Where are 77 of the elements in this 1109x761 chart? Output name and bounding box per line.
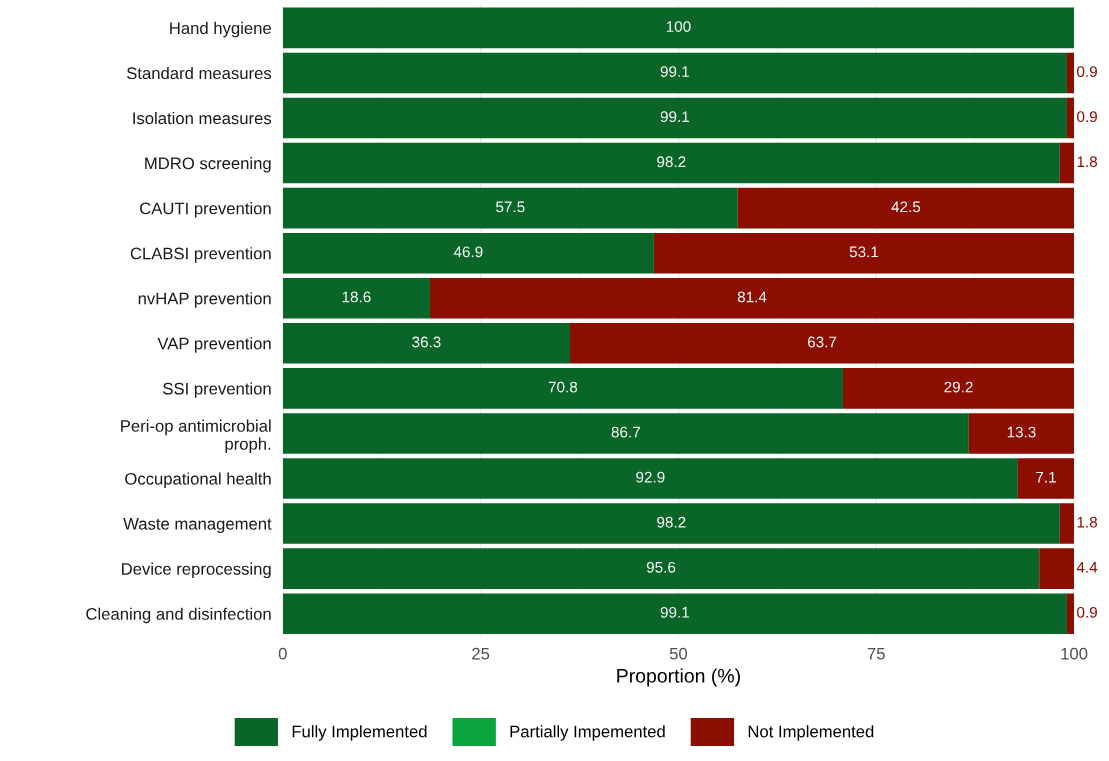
y-tick-label: Isolation measures: [133, 111, 272, 125]
x-tick-label: 50: [669, 647, 688, 660]
y-tick-label: nvHAP prevention: [138, 292, 271, 308]
x-tick-label: 25: [472, 647, 490, 660]
bar: [843, 368, 1075, 409]
data-label: 1.8: [1077, 516, 1098, 528]
y-tick-label: VAP prevention: [157, 337, 271, 353]
bar: [968, 413, 1075, 454]
bar: [1017, 458, 1075, 499]
data-label: 0.9: [1077, 606, 1097, 618]
data-label: 100: [666, 21, 691, 32]
data-label: 42.5: [891, 201, 921, 213]
data-label: 92.9: [636, 471, 665, 483]
bar: [282, 187, 738, 229]
bar: [282, 142, 1060, 184]
data-label: 0.9: [1077, 111, 1097, 123]
bar: [282, 232, 654, 274]
data-label: 99.1: [660, 606, 689, 618]
bar: [282, 548, 1040, 589]
data-label: 18.6: [342, 291, 371, 303]
y-tick-label: Hand hygiene: [170, 21, 271, 38]
bar: [429, 277, 1075, 319]
data-label: 98.2: [657, 516, 686, 528]
data-label: 86.7: [611, 426, 640, 438]
bar: [1066, 97, 1075, 139]
data-label: 53.1: [849, 246, 879, 258]
y-tick-label: Peri-op antimicrobial proph.: [121, 419, 271, 454]
bar: [1059, 142, 1075, 184]
y-tick-label: Standard measures: [127, 66, 272, 80]
bar: [1059, 503, 1075, 544]
bar: [282, 458, 1018, 499]
data-label: 7.1: [1036, 471, 1056, 483]
bar: [1039, 548, 1075, 589]
bar: [653, 232, 1075, 274]
bar: [282, 413, 969, 454]
y-tick-label: SSI prevention: [163, 382, 271, 398]
data-label: 1.8: [1077, 156, 1098, 168]
y-tick-label: Device reprocessing: [122, 562, 271, 579]
bar: [282, 323, 571, 364]
data-label: 99.1: [660, 111, 689, 123]
data-label: 0.9: [1077, 66, 1097, 78]
data-label: 63.7: [807, 336, 837, 348]
x-tick-label: 75: [867, 647, 885, 660]
x-axis-title: Proportion (%): [617, 668, 740, 687]
data-label: 13.3: [1007, 426, 1036, 438]
data-label: 99.1: [660, 66, 689, 78]
data-label: 36.3: [412, 336, 441, 348]
legend-label: Fully Implemented: [292, 725, 427, 741]
bar: [1066, 52, 1075, 94]
x-tick-label: 100: [1061, 647, 1088, 660]
y-tick-label: CAUTI prevention: [140, 202, 271, 218]
bar: [282, 7, 1075, 49]
bar: [282, 368, 844, 409]
data-label: 46.9: [453, 246, 483, 258]
data-label: 29.2: [944, 381, 973, 393]
bar: [737, 187, 1075, 229]
bar: [1066, 593, 1075, 634]
bar: [282, 503, 1060, 544]
x-tick-label: 0: [278, 647, 287, 660]
data-label: 4.4: [1076, 562, 1098, 573]
y-tick-label: CLABSI prevention: [130, 247, 271, 263]
bar: [282, 97, 1067, 139]
legend-label: Partially Impemented: [510, 725, 665, 741]
data-label: 98.2: [657, 156, 686, 168]
bar: [282, 593, 1067, 634]
y-tick-label: MDRO screening: [145, 157, 271, 173]
data-label: 57.5: [496, 201, 525, 213]
y-tick-label: Waste management: [123, 518, 272, 534]
bar: [282, 52, 1067, 94]
bar: [282, 277, 430, 319]
data-label: 70.8: [548, 381, 578, 393]
data-label: 81.4: [737, 291, 767, 303]
data-label: 95.6: [646, 561, 676, 573]
y-tick-label: Occupational health: [125, 472, 271, 488]
legend-label: Not Implemented: [748, 725, 874, 741]
y-tick-label: Cleaning and disinfection: [86, 607, 271, 624]
bar: [570, 323, 1075, 364]
